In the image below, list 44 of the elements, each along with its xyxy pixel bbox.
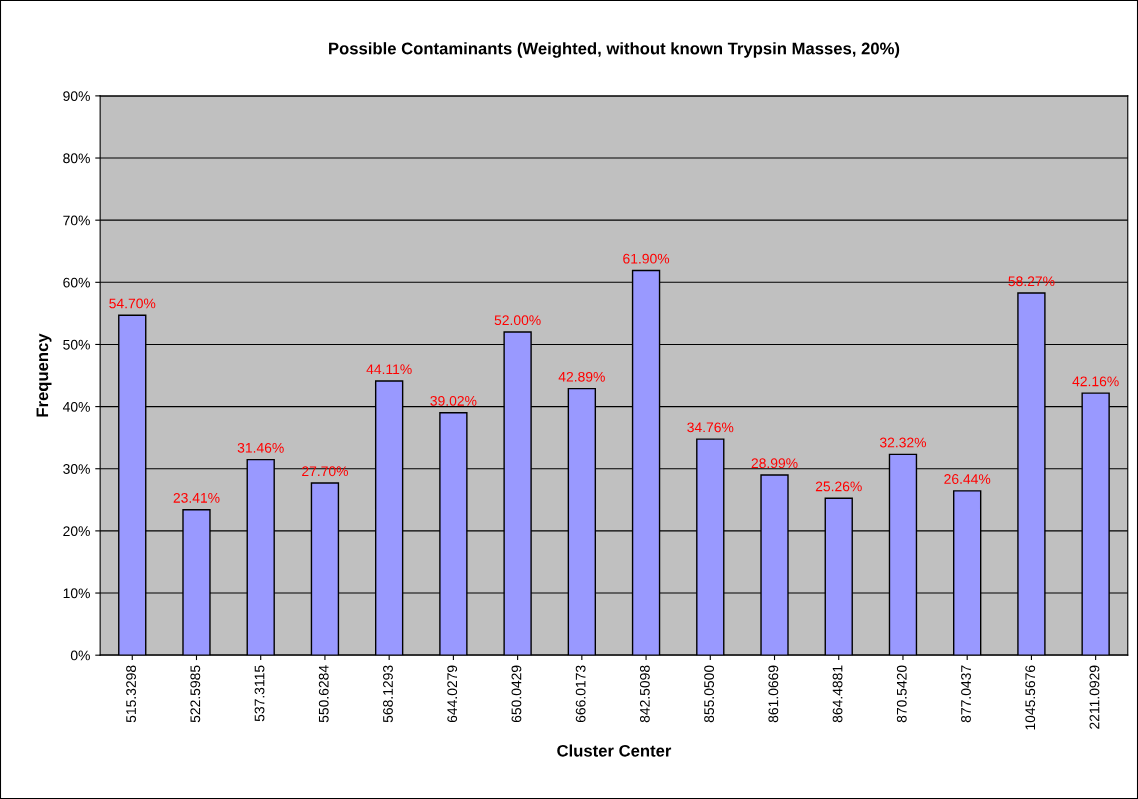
y-tick-label: 50% (63, 339, 90, 350)
data-label: 34.76% (687, 422, 734, 433)
x-tick-label: 568.1293 (383, 665, 393, 723)
x-tick-label: 522.5985 (190, 665, 201, 723)
x-tick-label: 2211.0929 (1089, 665, 1100, 729)
y-tick-label: 0% (70, 650, 90, 661)
data-label: 42.16% (1072, 376, 1119, 387)
x-tick-label: 550.6284 (318, 665, 329, 723)
y-tick-label: 20% (63, 526, 90, 537)
y-tick-label: 10% (63, 588, 90, 599)
data-label: 25.26% (815, 481, 862, 492)
x-tick-label: 842.5098 (639, 665, 650, 723)
x-tick-label: 666.0173 (575, 665, 586, 723)
y-tick-label: 30% (63, 464, 90, 474)
x-tick-label: 537.3115 (254, 665, 265, 722)
x-tick-label: 861.0669 (768, 665, 779, 723)
data-label: 54.70% (109, 298, 156, 309)
y-tick-label: 70% (63, 215, 90, 226)
y-tick-label: 80% (63, 153, 90, 164)
data-label: 27.70% (302, 466, 348, 477)
data-label: 42.89% (558, 371, 605, 382)
x-tick-label: 644.0279 (447, 665, 458, 723)
x-tick-label: 650.0429 (511, 665, 522, 723)
x-tick-label: 515.3298 (126, 665, 136, 723)
data-label: 28.99% (751, 458, 798, 469)
chart-title: Possible Contaminants (Weighted, without known Trypsin Masses, 20%) (329, 42, 900, 58)
data-label: 44.11% (366, 364, 412, 375)
y-tick-label: 40% (62, 401, 90, 412)
x-tick-label: 855.0500 (704, 665, 715, 723)
data-label: 32.32% (879, 437, 927, 448)
data-label: 26.44% (944, 474, 991, 484)
data-label: 52.00% (494, 315, 541, 326)
x-tick-label: 877.0437 (961, 665, 971, 723)
x-axis-title: Cluster Center (557, 744, 672, 757)
data-label: 39.02% (430, 395, 477, 406)
y-tick-label: 60% (63, 277, 90, 288)
data-label: 23.41% (173, 492, 220, 503)
y-tick-label: 90% (63, 91, 90, 102)
y-axis-title: Frequency (36, 333, 52, 417)
x-tick-label: 870.5420 (896, 665, 907, 723)
data-label: 61.90% (623, 253, 670, 264)
x-tick-label: 1045.5676 (1025, 665, 1036, 730)
x-tick-label: 864.4881 (832, 665, 843, 723)
data-label: 31.46% (237, 442, 284, 453)
